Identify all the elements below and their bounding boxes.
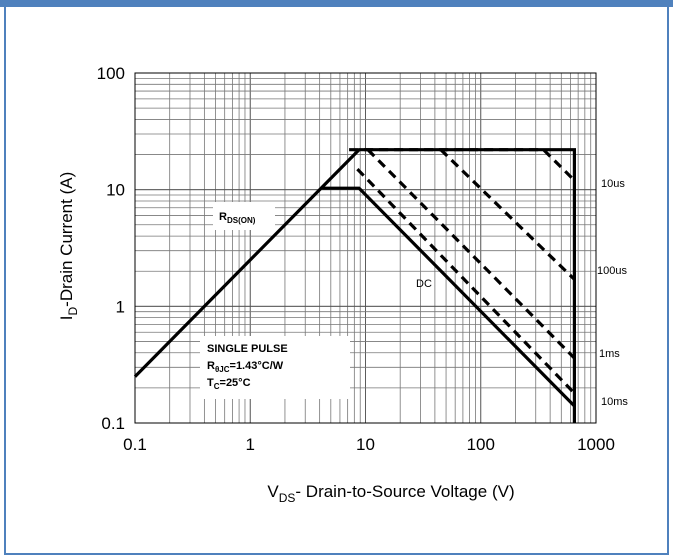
- x-tick-label: 0.1: [123, 435, 147, 454]
- rds-label-box: [213, 202, 275, 230]
- y-tick-label: 0.1: [101, 414, 125, 433]
- x-tick-labels: 0.1 1 10 100 1000: [123, 435, 615, 454]
- top-accent-bar: [0, 0, 673, 7]
- series-100us: [439, 148, 576, 281]
- figure-frame: [4, 7, 669, 555]
- series-dc: [322, 186, 576, 408]
- label-dc: DC: [416, 278, 432, 290]
- x-axis-title: VDS- Drain-to-Source Voltage (V): [267, 482, 514, 505]
- x-tick-label: 10: [356, 435, 375, 454]
- series-1ms: [366, 148, 576, 360]
- y-axis-title: ID-Drain Current (A): [57, 172, 80, 321]
- y-tick-label: 100: [97, 64, 125, 83]
- series-10ms: [356, 167, 576, 395]
- series-layer: [133, 148, 577, 423]
- conditions-line-1: SINGLE PULSE: [207, 343, 288, 355]
- rds-on-label: RDS(ON): [219, 211, 256, 225]
- y-tick-labels: 100 10 1 0.1: [97, 64, 125, 433]
- label-1ms: 1ms: [599, 348, 620, 360]
- label-10us: 10us: [601, 178, 625, 190]
- series-limit-envelope: [133, 148, 577, 423]
- label-100us: 100us: [597, 265, 627, 277]
- label-10ms: 10ms: [601, 396, 628, 408]
- conditions-line-3: TC=25°C: [207, 377, 251, 391]
- y-tick-label: 10: [106, 181, 125, 200]
- y-tick-label: 1: [116, 297, 125, 316]
- plot-area-border: [134, 72, 597, 424]
- conditions-box: [200, 336, 350, 399]
- conditions-line-2: RθJC=1.43°C/W: [207, 360, 284, 374]
- x-tick-label: 1: [246, 435, 255, 454]
- x-tick-label: 100: [467, 435, 495, 454]
- x-tick-label: 1000: [577, 435, 615, 454]
